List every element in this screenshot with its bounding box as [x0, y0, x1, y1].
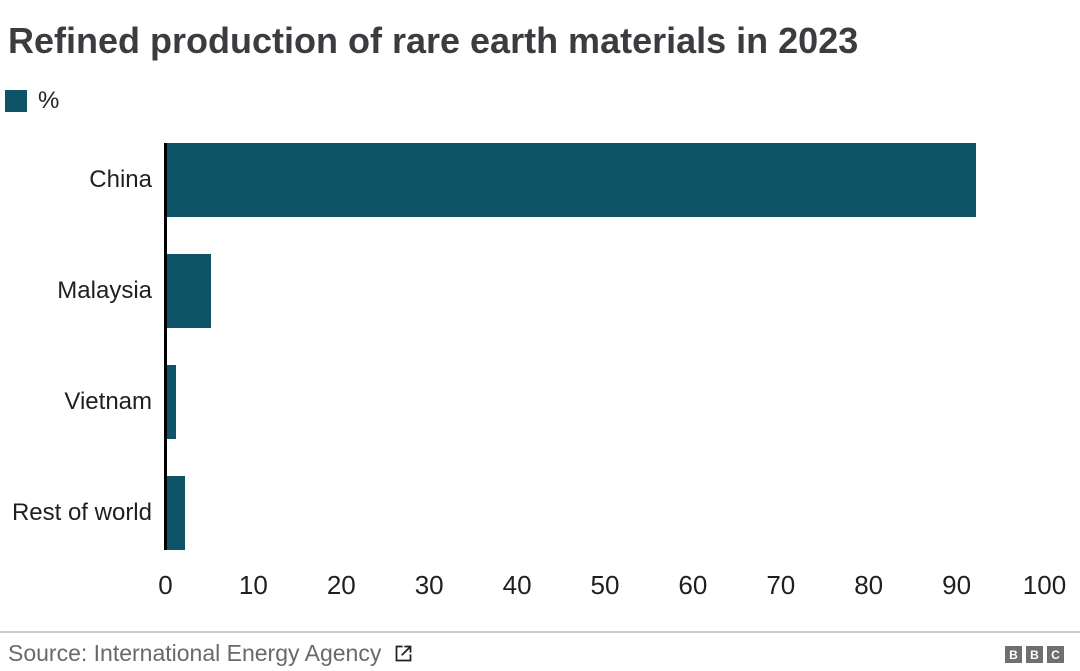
legend-label: % [38, 87, 60, 114]
chart-legend: % [5, 87, 60, 114]
x-tick-label: 100 [1022, 570, 1067, 600]
footer-divider [0, 631, 1080, 633]
bbc-logo-letter: B [1005, 646, 1022, 663]
bbc-logo-letter: B [1026, 646, 1043, 663]
x-tick-label: 80 [854, 570, 884, 600]
source-link[interactable]: Source: International Energy Agency [8, 640, 414, 667]
bar-chart: China Malaysia Vietnam Rest of world [0, 143, 1080, 550]
x-tick-label: 0 [158, 570, 173, 600]
x-tick-label: 90 [942, 570, 972, 600]
category-label: Malaysia [57, 277, 152, 304]
x-tick-label: 70 [766, 570, 796, 600]
x-axis-tick-labels: 0 10 20 30 40 50 60 70 80 90 100 [0, 570, 1080, 600]
x-tick-label: 50 [590, 570, 620, 600]
source-text: Source: International Energy Agency [8, 640, 382, 666]
chart-title: Refined production of rare earth materia… [8, 20, 859, 61]
external-link-icon [393, 643, 414, 664]
bar-rest-of-world [167, 476, 185, 550]
x-tick-label: 30 [414, 570, 444, 600]
bar-malaysia [167, 254, 211, 328]
category-label: Vietnam [64, 388, 152, 415]
bar-vietnam [167, 365, 176, 439]
y-axis-line [164, 143, 167, 550]
bar-china [167, 143, 976, 217]
x-tick-label: 20 [326, 570, 356, 600]
bar-row: Malaysia [0, 254, 1080, 328]
bar-row: Rest of world [0, 476, 1080, 550]
x-tick-label: 10 [238, 570, 268, 600]
x-tick-label: 40 [502, 570, 532, 600]
bar-row: Vietnam [0, 365, 1080, 439]
x-tick-label: 60 [678, 570, 708, 600]
bbc-logo-letter: C [1047, 646, 1064, 663]
category-label: China [89, 166, 152, 193]
category-label: Rest of world [11, 499, 152, 526]
legend-color-swatch [5, 90, 27, 112]
bar-row: China [0, 143, 1080, 217]
